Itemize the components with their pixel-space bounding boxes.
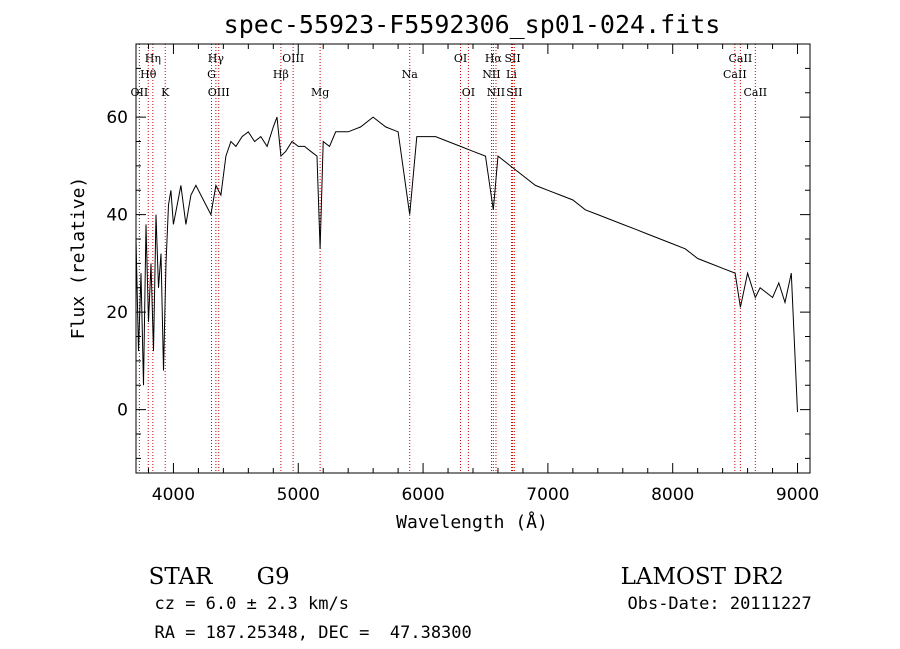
line-marker-label: SII [506,86,522,99]
x-tick-label: 9000 [776,485,819,505]
line-markers: OIIHηHθKHγGOIIIOIIIHβMgNaOIOIHαNIINIISII… [131,44,767,473]
line-marker-label: Hη [145,52,161,65]
object-subclass: G9 [256,564,290,590]
line-marker-label: CaII [743,86,767,99]
x-tick-label: 8000 [651,485,694,505]
spectrum-series [135,116,798,413]
redshift-cz: cz = 6.0 ± 2.3 km/s [154,594,349,614]
line-marker-label: NII [482,68,500,81]
spectrum-line-0 [135,116,798,413]
line-marker-label: OI [462,86,475,99]
y-tick-label: 20 [106,303,128,323]
x-tick-label: 7000 [526,485,569,505]
line-marker-label: Na [402,68,419,81]
line-marker-label: OIII [282,52,304,65]
line-marker-label: Mg [311,86,329,99]
line-marker-label: Hα [485,52,503,65]
line-marker-label: G [207,68,216,81]
line-marker-label: K [161,86,170,99]
obs-date: Obs-Date: 20111227 [627,594,812,614]
y-tick-label: 0 [117,401,128,421]
plot-frame [135,43,811,474]
y-tick-label: 40 [106,206,128,226]
line-marker-label: CaII [729,52,753,65]
line-marker-label: OIII [208,86,230,99]
x-axis-label: Wavelength (Å) [396,511,548,533]
line-marker-label: SII [504,52,520,65]
line-marker-label: Hγ [208,52,225,65]
line-marker-label: Hβ [273,68,289,81]
x-tick-label: 4000 [152,485,195,505]
line-marker-label: CaII [723,68,747,81]
x-tick-label: 5000 [277,485,320,505]
coordinates: RA = 187.25348, DEC = 47.38300 [154,623,472,643]
line-marker-label: Hθ [140,68,157,81]
line-marker-label: NII [487,86,505,99]
survey-label: LAMOST DR2 [620,564,784,590]
x-tick-label: 6000 [401,485,444,505]
object-class: STAR [148,564,213,590]
chart-title: spec-55923-F5592306_sp01-024.fits [224,10,721,39]
line-marker-label: Li [506,68,517,81]
axes: 4000 5000 6000 7000 8000 9000 0 20 40 60 [106,44,819,505]
line-marker-label: OI [454,52,467,65]
y-axis-label: Flux (relative) [68,177,89,340]
y-tick-label: 60 [106,108,128,128]
